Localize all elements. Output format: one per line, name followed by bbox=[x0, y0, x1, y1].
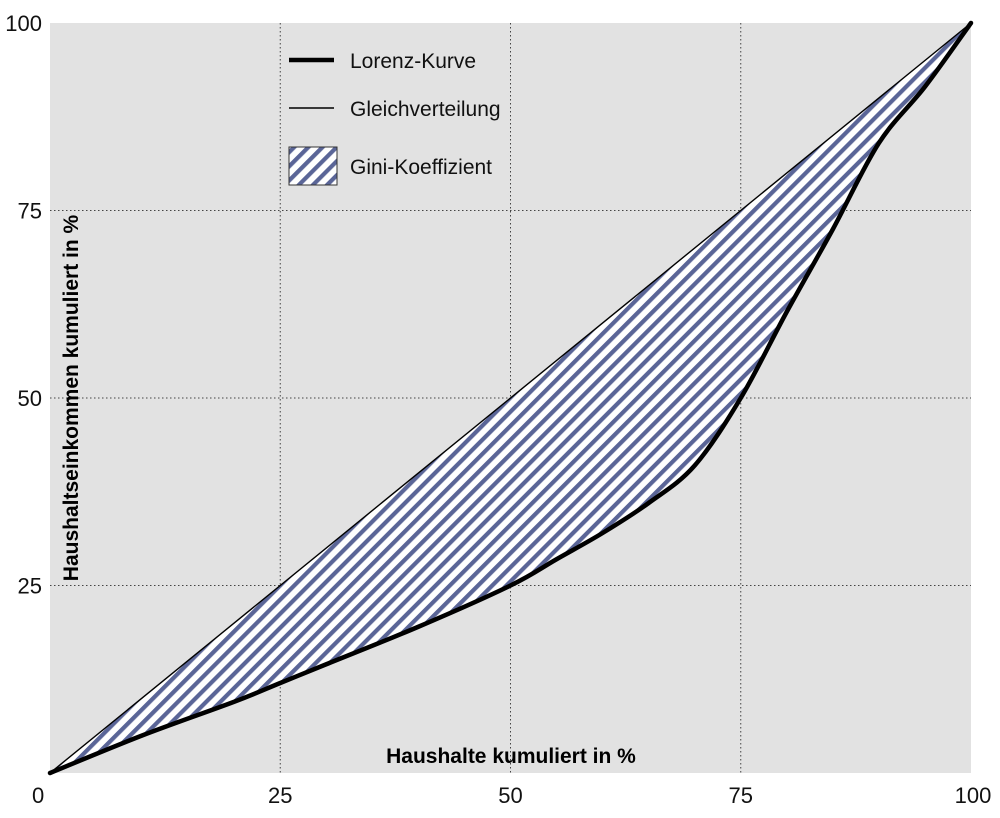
legend-swatch-gini-koeffizient bbox=[288, 146, 338, 186]
y-tick-label-25: 25 bbox=[18, 574, 42, 599]
x-tick-label-0: 0 bbox=[32, 783, 44, 808]
x-tick-label-75: 75 bbox=[729, 783, 753, 808]
equality-line bbox=[49, 22, 972, 774]
y-tick-label-50: 50 bbox=[18, 386, 42, 411]
x-tick-label-100: 100 bbox=[955, 783, 992, 808]
x-axis-ticks: 0 25 50 75 100 bbox=[32, 783, 991, 808]
lorenz-curve bbox=[47, 20, 974, 776]
y-tick-label-100: 100 bbox=[5, 11, 42, 36]
x-axis-title: Haushalte kumuliert in % bbox=[386, 745, 636, 768]
y-axis-title: Haushaltseinkommen kumuliert in % bbox=[60, 214, 83, 581]
legend-label-gleichverteilung: Gleichverteilung bbox=[350, 98, 501, 121]
legend-label-gini-koeffizient: Gini-Koeffizient bbox=[350, 156, 492, 179]
legend: Lorenz-Kurve Gleichverteilung Gini-Koeff… bbox=[288, 50, 501, 186]
x-tick-label-25: 25 bbox=[268, 783, 292, 808]
y-tick-label-75: 75 bbox=[18, 199, 42, 224]
y-axis-ticks: 25 50 75 100 bbox=[5, 11, 42, 599]
x-tick-label-50: 50 bbox=[498, 783, 522, 808]
legend-label-lorenz-kurve: Lorenz-Kurve bbox=[350, 50, 476, 73]
